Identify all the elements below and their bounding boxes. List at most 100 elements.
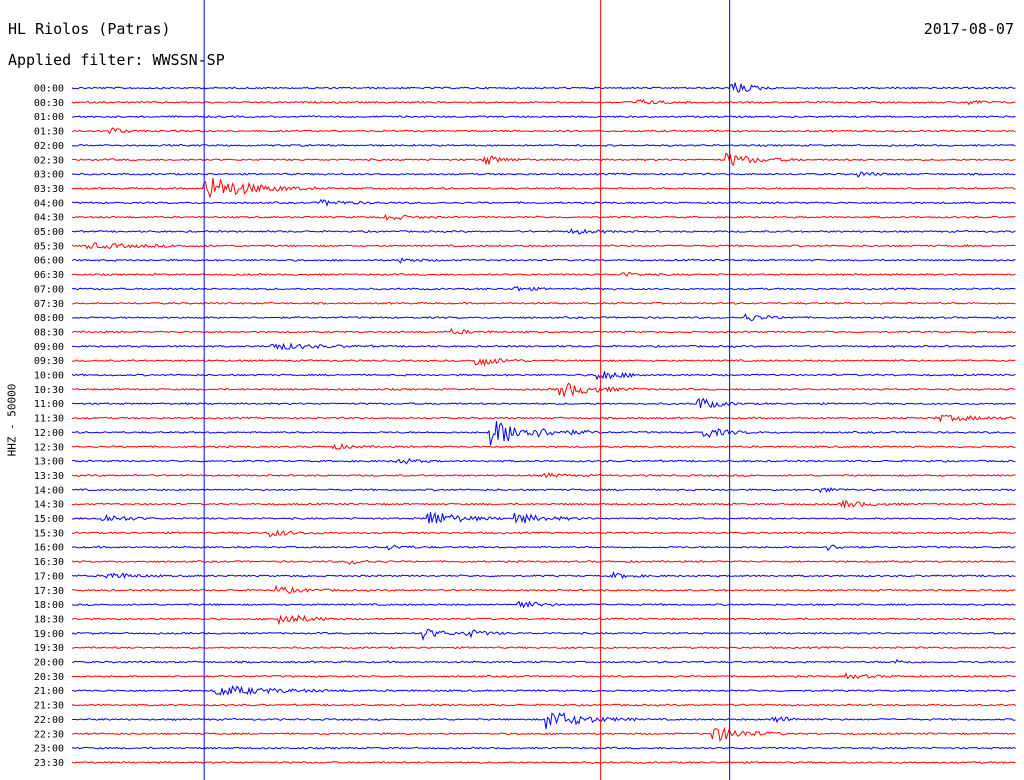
time-label-1600: 16:00 — [34, 543, 64, 554]
marker-lines — [203, 0, 731, 780]
trace-row-1330 — [71, 472, 1016, 479]
trace-row-0430 — [71, 213, 1016, 221]
time-label-0330: 03:30 — [34, 184, 64, 195]
trace-row-0830 — [71, 327, 1016, 335]
time-label-0030: 00:30 — [34, 98, 64, 109]
time-label-0130: 01:30 — [34, 127, 64, 138]
y-axis-label: HHZ - 50000 — [5, 383, 19, 457]
time-label-2300: 23:00 — [34, 744, 64, 755]
trace-row-0200 — [71, 143, 1016, 147]
trace-row-0330 — [71, 178, 1016, 199]
trace-row-1430 — [71, 499, 1016, 508]
seismogram-traces — [71, 82, 1016, 765]
time-label-1400: 14:00 — [34, 485, 64, 496]
time-tick-labels: 00:00 00:30 01:00 01:30 02:00 02:30 03:00 03:30… — [34, 84, 64, 769]
time-label-0000: 00:00 — [34, 84, 64, 95]
trace-row-1100 — [71, 397, 1016, 409]
time-label-1530: 15:30 — [34, 528, 64, 539]
trace-row-1200 — [72, 421, 1016, 446]
time-label-0600: 06:00 — [34, 256, 64, 267]
time-label-1700: 17:00 — [34, 571, 64, 582]
trace-row-0900 — [71, 342, 1016, 351]
trace-row-1700 — [71, 570, 1016, 580]
trace-row-2200 — [71, 712, 1016, 730]
time-label-1830: 18:30 — [34, 614, 64, 625]
time-label-0730: 07:30 — [34, 299, 64, 310]
time-label-0230: 02:30 — [34, 155, 64, 166]
time-label-1430: 14:30 — [34, 500, 64, 511]
time-label-1930: 19:30 — [34, 643, 64, 654]
trace-row-1530 — [71, 529, 1016, 538]
time-label-1300: 13:00 — [34, 457, 64, 468]
trace-row-1600 — [71, 544, 1016, 552]
trace-row-1830 — [71, 614, 1016, 626]
station-name: HL Riolos (Patras) — [8, 20, 171, 38]
trace-row-2000 — [71, 659, 1016, 664]
trace-row-0730 — [72, 301, 1016, 305]
trace-row-0000 — [71, 82, 1016, 93]
trace-row-0700 — [71, 285, 1016, 292]
time-label-0300: 03:00 — [34, 170, 64, 181]
trace-row-0500 — [72, 227, 1016, 235]
trace-row-0030 — [71, 98, 1016, 106]
time-label-0700: 07:00 — [34, 284, 64, 295]
trace-row-0130 — [71, 127, 1016, 135]
time-label-0100: 01:00 — [34, 112, 64, 123]
time-label-0630: 06:30 — [34, 270, 64, 281]
time-label-2130: 21:30 — [34, 701, 64, 712]
time-label-1900: 19:00 — [34, 629, 64, 640]
trace-row-1630 — [71, 559, 1016, 566]
trace-row-1000 — [71, 371, 1016, 381]
time-label-0500: 05:00 — [34, 227, 64, 238]
time-label-2230: 22:30 — [34, 729, 64, 740]
time-label-1500: 15:00 — [34, 514, 64, 525]
time-label-1000: 10:00 — [34, 371, 64, 382]
trace-row-1730 — [71, 584, 1016, 594]
time-label-2330: 23:30 — [34, 758, 64, 769]
trace-row-0300 — [71, 171, 1016, 178]
time-label-1630: 16:30 — [34, 557, 64, 568]
time-label-1100: 11:00 — [34, 399, 64, 410]
time-label-0430: 04:30 — [34, 213, 64, 224]
time-label-0830: 08:30 — [34, 327, 64, 338]
trace-row-0800 — [71, 312, 1016, 322]
trace-row-2130 — [71, 703, 1016, 707]
applied-filter: Applied filter: WWSSN-SP — [8, 51, 225, 69]
trace-row-1400 — [71, 486, 1016, 494]
trace-row-1900 — [71, 628, 1016, 642]
trace-row-2300 — [71, 746, 1016, 750]
trace-row-1300 — [71, 457, 1016, 465]
time-label-1130: 11:30 — [34, 414, 64, 425]
time-label-2100: 21:00 — [34, 686, 64, 697]
trace-row-1500 — [71, 511, 1016, 524]
time-label-1030: 10:30 — [34, 385, 64, 396]
time-label-0400: 04:00 — [34, 198, 64, 209]
time-label-0530: 05:30 — [34, 241, 64, 252]
trace-row-1800 — [71, 600, 1016, 609]
trace-row-1230 — [71, 442, 1016, 450]
trace-row-0930 — [71, 358, 1016, 367]
time-label-1800: 18:00 — [34, 600, 64, 611]
time-label-0900: 09:00 — [34, 342, 64, 353]
time-label-1230: 12:30 — [34, 442, 64, 453]
trace-row-0630 — [71, 271, 1016, 277]
trace-row-0400 — [71, 198, 1016, 207]
time-label-0800: 08:00 — [34, 313, 64, 324]
trace-row-1030 — [71, 382, 1016, 397]
trace-row-1130 — [71, 414, 1016, 423]
trace-row-2230 — [71, 726, 1016, 743]
trace-row-0600 — [71, 257, 1016, 264]
trace-row-0100 — [71, 115, 1016, 119]
trace-row-2330 — [71, 760, 1016, 765]
trace-row-2030 — [71, 672, 1016, 680]
trace-row-0230 — [71, 152, 1016, 167]
time-label-2000: 20:00 — [34, 658, 64, 669]
time-label-2030: 20:30 — [34, 672, 64, 683]
trace-row-0530 — [71, 242, 1016, 250]
time-label-1730: 17:30 — [34, 586, 64, 597]
time-label-1200: 12:00 — [34, 428, 64, 439]
time-label-2200: 22:00 — [34, 715, 64, 726]
trace-row-1930 — [72, 646, 1016, 650]
time-label-0930: 09:30 — [34, 356, 64, 367]
